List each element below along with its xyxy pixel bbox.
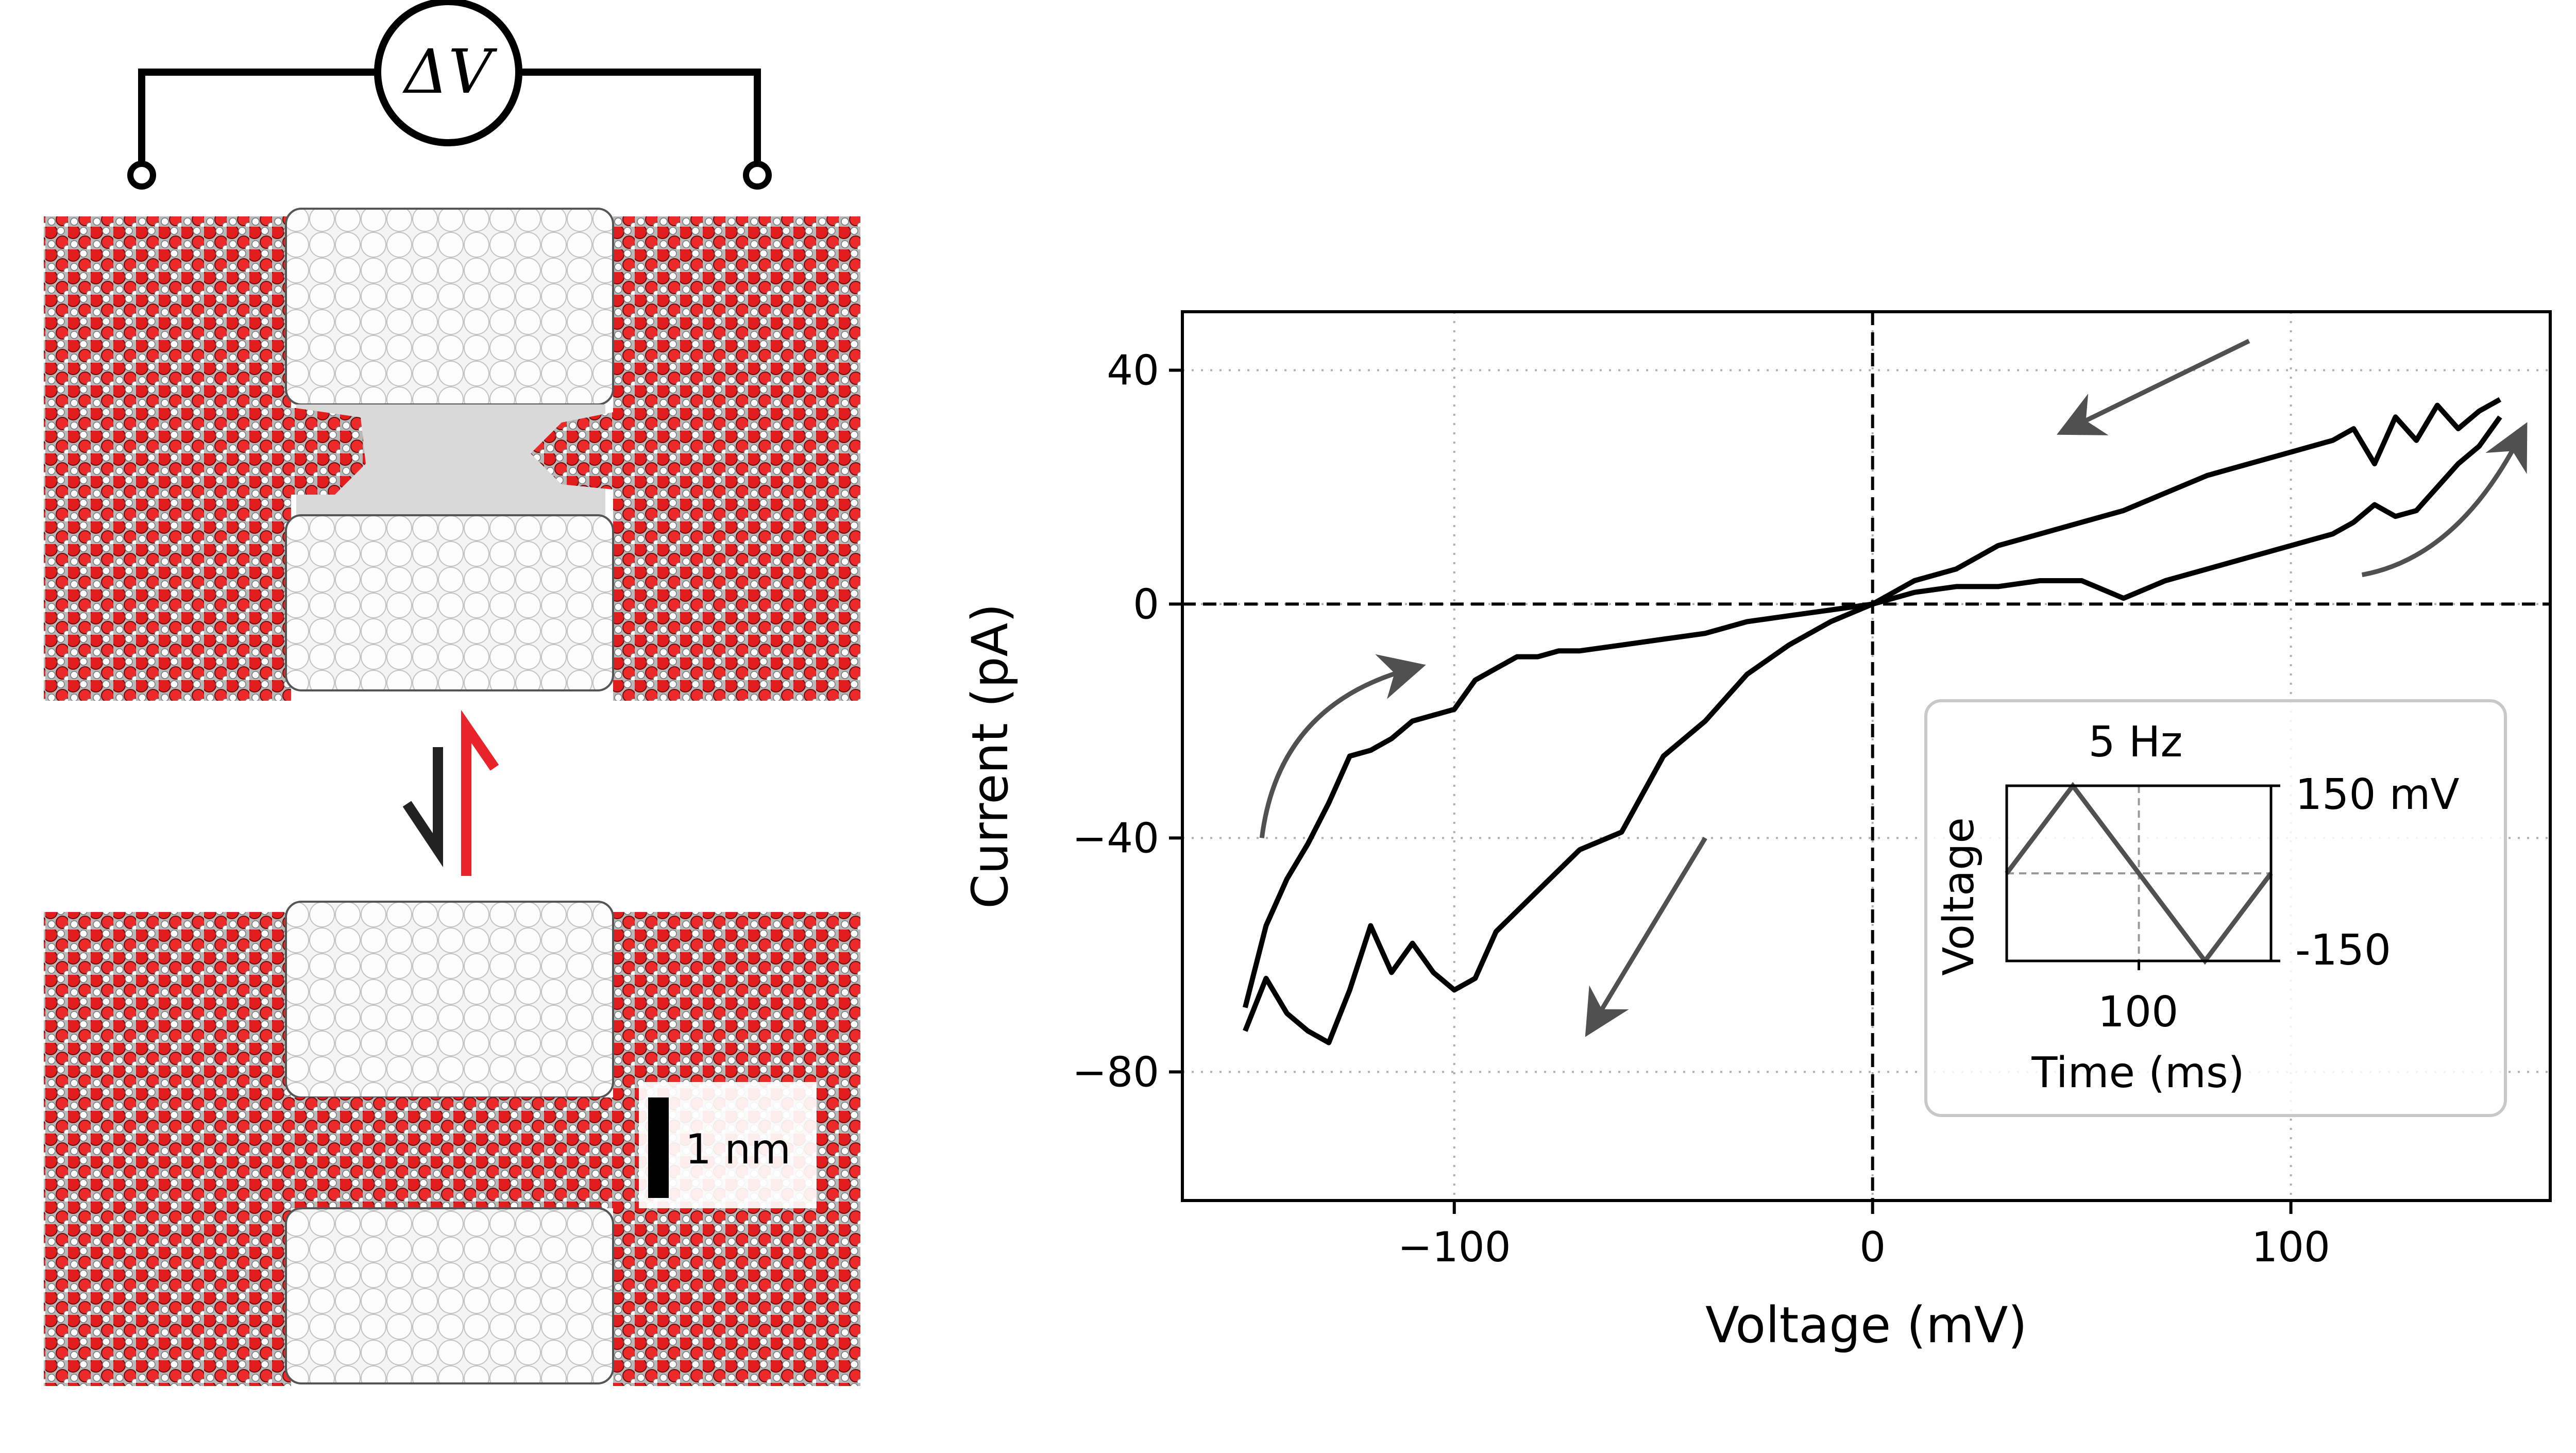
inset-plot-area — [2005, 782, 2280, 970]
inset-y-tick-bottom: -150 — [2295, 926, 2391, 975]
left-electrode-terminal — [127, 161, 156, 190]
snapshot-dewetted — [44, 208, 860, 701]
inset-waveform: 5 Hz Time (ms) Voltage 150 mV -150 100 — [1924, 699, 2507, 1117]
series-line-1 — [1243, 415, 2502, 1045]
water-left-top — [44, 216, 291, 701]
scale-bar-label: 1 nm — [685, 1125, 791, 1173]
transition-arrows — [402, 709, 499, 876]
wetting-arrow — [402, 747, 443, 868]
direction-arrow-2 — [1259, 654, 1426, 838]
y-tick-label-2: −40 — [1072, 814, 1159, 862]
inset-x-tick-label: 100 — [2098, 988, 2179, 1037]
inset-y-label: Voltage — [1935, 817, 1984, 976]
graphite-slab-lower-top — [285, 514, 614, 691]
inset-waveform-line — [2005, 782, 2273, 965]
y-axis-ticks: 40 0 −40 −80 — [1072, 346, 1182, 1096]
voltage-source-circle — [374, 0, 522, 146]
y-tick-label-3: −80 — [1072, 1048, 1159, 1096]
water-intrusion-left — [289, 407, 366, 495]
series-lines — [1242, 397, 2502, 1045]
direction-arrow-1 — [1585, 837, 1707, 1037]
water-intrusion-right — [531, 412, 613, 489]
x-tick-label-0: −100 — [1398, 1223, 1511, 1271]
iv-chart: −100 0 100 40 0 −40 −80 Voltage (mV) Current … — [961, 310, 2552, 1354]
inset-y-tick-top: 150 mV — [2295, 770, 2460, 819]
x-tick-label-2: 100 — [2251, 1223, 2330, 1271]
x-axis-title: Voltage (mV) — [1705, 1296, 2027, 1354]
series-line-0 — [1242, 397, 2502, 1008]
voltage-circuit: ΔV — [127, 0, 772, 190]
inset-x-label: Time (ms) — [2031, 1049, 2244, 1097]
y-axis-title: Current (pA) — [961, 603, 1019, 909]
graphite-slab-upper-bottom — [285, 901, 614, 1099]
water-left-bottom — [44, 912, 291, 1386]
inset-legend-box — [1924, 699, 2507, 1117]
graphite-slab-lower-bottom — [285, 1207, 614, 1384]
pore-channel-water — [286, 1097, 613, 1208]
inset-title: 5 Hz — [2089, 718, 2183, 767]
y-tick-label-0: 40 — [1107, 346, 1159, 394]
scale-bar — [648, 1097, 669, 1198]
y-tick-label-1: 0 — [1133, 580, 1159, 628]
plot-frame — [1181, 310, 2552, 1202]
voltage-symbol: ΔV — [402, 36, 498, 107]
simulation-schematic: ΔV 1 nm — [44, 0, 860, 1386]
water-right-top — [613, 216, 860, 701]
snapshot-wetted: 1 nm — [44, 901, 860, 1386]
right-electrode-terminal — [743, 161, 772, 190]
dewetting-arrow — [461, 709, 499, 876]
direction-arrow-0 — [2057, 339, 2250, 435]
graphite-slab-upper-top — [285, 208, 614, 406]
direction-arrow-3 — [2361, 422, 2528, 578]
x-tick-label-1: 0 — [1859, 1223, 1886, 1271]
sweep-direction-arrows — [1259, 339, 2528, 1037]
x-axis-ticks: −100 0 100 — [1398, 1201, 2330, 1271]
